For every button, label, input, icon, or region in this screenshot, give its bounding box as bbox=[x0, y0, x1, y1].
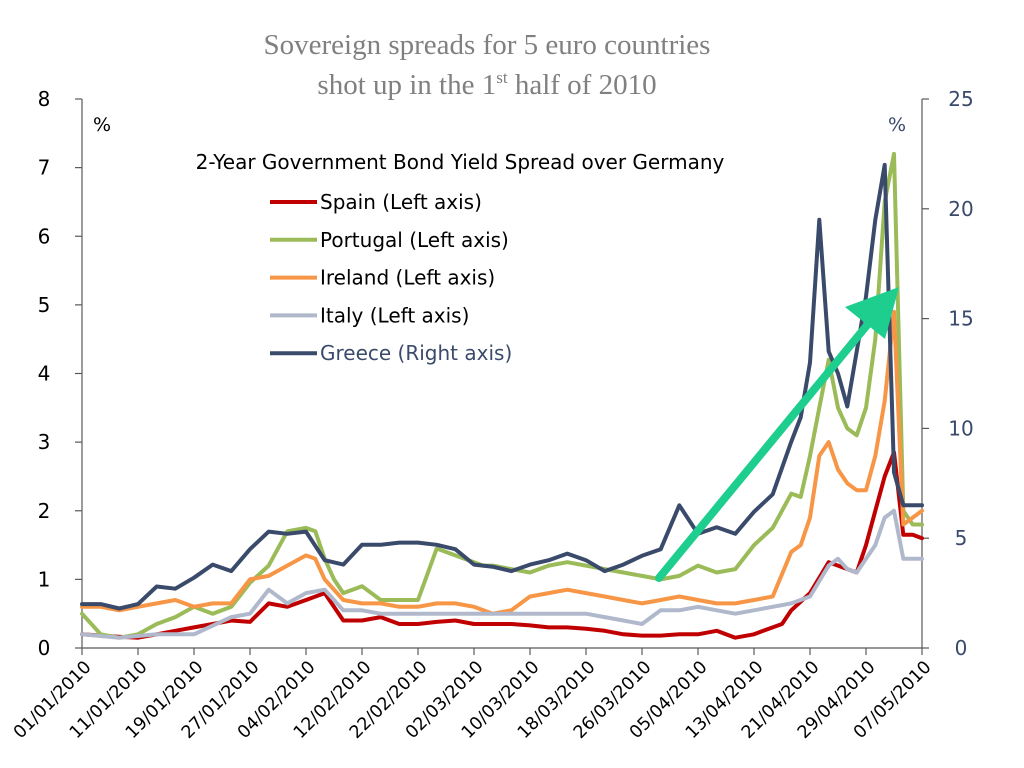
left-axis-tick-label: 8 bbox=[38, 87, 51, 111]
legend-title: 2-Year Government Bond Yield Spread over… bbox=[196, 150, 725, 174]
left-axis-tick-label: 2 bbox=[38, 499, 51, 523]
chart-annotation bbox=[655, 287, 899, 582]
chart-lines bbox=[80, 151, 924, 640]
left-axis-tick-label: 0 bbox=[38, 636, 51, 660]
right-axis-unit: % bbox=[888, 114, 906, 136]
legend-label: Portugal (Left axis) bbox=[320, 228, 509, 252]
series-line bbox=[80, 162, 924, 611]
annotation-arrow-shaft bbox=[655, 303, 886, 582]
left-axis-tick-label: 1 bbox=[38, 567, 51, 591]
annotation-arrow-head bbox=[845, 287, 899, 339]
right-axis-tick-label: 15 bbox=[948, 307, 973, 331]
title-superscript: st bbox=[496, 68, 508, 87]
left-axis-tick-label: 4 bbox=[38, 362, 51, 386]
series-line bbox=[80, 508, 924, 640]
series-line bbox=[80, 151, 924, 640]
legend-label: Spain (Left axis) bbox=[320, 190, 482, 214]
right-axis-tick-label: 20 bbox=[948, 197, 973, 221]
left-axis-tick-label: 7 bbox=[38, 156, 51, 180]
right-axis-tick-label: 0 bbox=[955, 636, 968, 660]
left-axis-tick-label: 5 bbox=[38, 293, 51, 317]
chart-legend: 2-Year Government Bond Yield Spread over… bbox=[196, 150, 725, 365]
legend-label: Ireland (Left axis) bbox=[320, 266, 495, 290]
chart-axes: 012345678%0510152025%01/01/201011/01/201… bbox=[10, 87, 974, 743]
title-text-pre: shot up in the 1 bbox=[317, 69, 497, 101]
left-axis-tick-label: 3 bbox=[38, 430, 51, 454]
series-line bbox=[80, 450, 924, 640]
right-axis-tick-label: 10 bbox=[948, 416, 973, 440]
left-axis-tick-label: 6 bbox=[38, 224, 51, 248]
title-text-post: half of 2010 bbox=[507, 69, 657, 101]
slide-title-line-2: shot up in the 1st half of 2010 bbox=[0, 68, 974, 101]
legend-label: Italy (Left axis) bbox=[320, 303, 469, 327]
right-axis-tick-label: 25 bbox=[948, 87, 973, 111]
slide-title-line-1: Sovereign spreads for 5 euro countries bbox=[263, 29, 711, 61]
right-axis-tick-label: 5 bbox=[955, 526, 968, 550]
legend-label: Greece (Right axis) bbox=[320, 341, 512, 365]
series-line bbox=[80, 309, 924, 616]
left-axis-unit: % bbox=[93, 114, 111, 136]
